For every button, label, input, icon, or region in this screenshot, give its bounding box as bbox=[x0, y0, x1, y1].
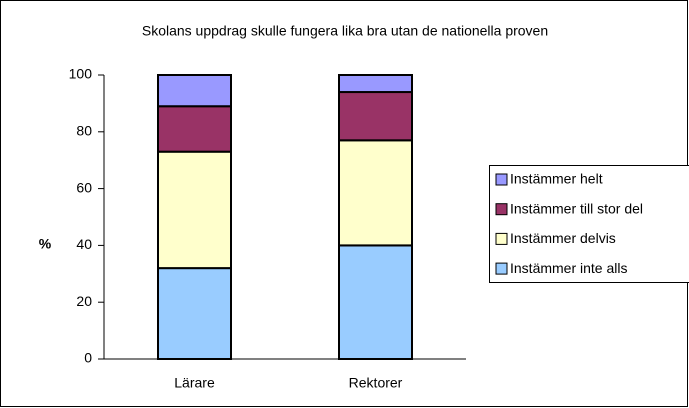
bar-segment bbox=[338, 244, 413, 360]
y-tick-label: 60 bbox=[76, 179, 92, 195]
legend-box bbox=[489, 165, 689, 283]
legend-label: Instämmer inte alls bbox=[510, 260, 627, 276]
legend-label: Instämmer till stor del bbox=[510, 200, 643, 216]
legend-swatch bbox=[495, 173, 508, 186]
y-tick-label: 100 bbox=[69, 66, 93, 82]
bar-segment bbox=[157, 74, 232, 108]
legend-swatch bbox=[495, 203, 508, 216]
bar-segment bbox=[157, 105, 232, 153]
y-tick-label: 0 bbox=[84, 350, 92, 366]
y-tick-label: 40 bbox=[76, 236, 92, 252]
bar-segment bbox=[338, 139, 413, 247]
y-tick-label: 80 bbox=[76, 123, 92, 139]
y-axis-label: % bbox=[39, 236, 52, 252]
x-tick-label: Rektorer bbox=[349, 375, 403, 391]
y-tick-label: 20 bbox=[76, 293, 92, 309]
legend-label: Instämmer delvis bbox=[510, 230, 616, 246]
legend-label: Instämmer helt bbox=[510, 171, 603, 187]
legend-swatch bbox=[495, 232, 508, 245]
bar-segment bbox=[157, 150, 232, 270]
x-tick-label: Lärare bbox=[174, 375, 215, 391]
legend-swatch bbox=[495, 262, 508, 275]
chart-title: Skolans uppdrag skulle fungera lika bra … bbox=[142, 23, 548, 39]
bar-segment bbox=[338, 74, 413, 94]
bar-segment bbox=[338, 91, 413, 142]
bar-segment bbox=[157, 267, 232, 360]
